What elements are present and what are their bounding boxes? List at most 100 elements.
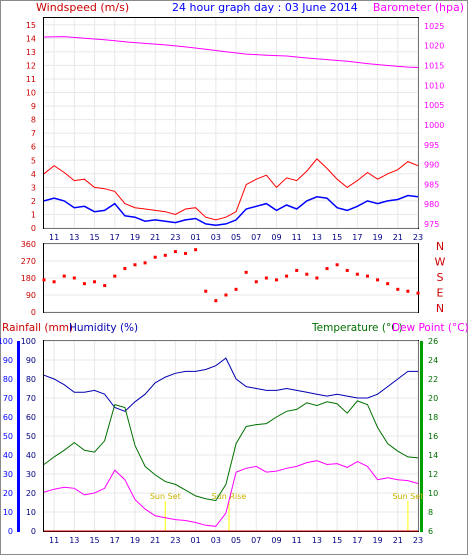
direction-point (345, 268, 349, 272)
direction-point (113, 274, 117, 278)
rainfall-axis-label: Rainfall (mm) (2, 322, 73, 334)
barometer-tick: 1020 (424, 42, 444, 51)
direction-tick: 0 (31, 308, 36, 317)
direction-point (153, 255, 157, 259)
rainfall-tick-labels: 0 10 20 30 40 50 60 70 80 90 100 (0, 337, 13, 536)
wind-x-tick: 17 (110, 233, 120, 242)
direction-point (133, 263, 137, 267)
wind-panel-grid (44, 18, 419, 229)
humidity-tick: 30 (26, 470, 36, 479)
direction-tick: 90 (26, 291, 36, 300)
temperature-tick: 18 (428, 413, 438, 422)
temperature-line (43, 400, 419, 502)
windspeed-tick: 8 (31, 116, 36, 125)
direction-tick: 270 (21, 257, 36, 266)
barometer-tick: 1010 (424, 81, 444, 90)
temperature-x-tick: 13 (312, 536, 322, 545)
barometer-tick-labels: 975 980 985 990 995 1000 1005 1010 1015 1020 1025 (424, 22, 444, 229)
rainfall-tick: 50 (3, 432, 13, 441)
barometer-tick: 980 (424, 200, 439, 209)
wind-x-tick: 01 (191, 233, 201, 242)
wind-x-tick: 13 (312, 233, 322, 242)
sun-event-label: Sun Set (392, 492, 423, 501)
direction-tick: 180 (21, 274, 36, 283)
dew-point-line (43, 460, 419, 527)
humidity-tick: 70 (26, 394, 36, 403)
windspeed-tick: 14 (26, 34, 36, 43)
windspeed-axis-label: Windspeed (m/s) (36, 1, 129, 14)
direction-point (406, 289, 410, 293)
temperature-x-tick: 17 (352, 536, 362, 545)
direction-point (285, 274, 289, 278)
windspeed-tick: 7 (31, 129, 36, 138)
compass-letter: S (437, 271, 444, 284)
temperature-x-tick-labels: 11 13 15 17 19 21 23 01 03 05 07 09 11 13 15 17 19 21 23 (49, 536, 423, 545)
wind-x-tick: 09 (271, 233, 281, 242)
rainfall-tick: 10 (3, 508, 13, 517)
direction-point (72, 276, 76, 280)
temperature-x-tick: 19 (130, 536, 140, 545)
humidity-axis-label: Humidity (%) (69, 322, 138, 334)
temperature-x-tick: 21 (393, 536, 403, 545)
temperature-tick: 24 (428, 356, 438, 365)
direction-point (123, 267, 127, 271)
rainfall-tick: 30 (3, 470, 13, 479)
direction-point (254, 280, 258, 284)
barometer-tick: 1000 (424, 121, 444, 130)
humidity-tick-labels: 0 10 20 30 40 50 60 70 80 90 100 (21, 337, 36, 536)
humidity-tick: 20 (26, 489, 36, 498)
temperature-tick: 14 (428, 451, 438, 460)
humidity-tick: 10 (26, 508, 36, 517)
windspeed-tick: 1 (31, 210, 36, 219)
rainfall-tick: 40 (3, 451, 13, 460)
wind-x-tick: 15 (332, 233, 342, 242)
temperature-x-tick: 09 (271, 536, 281, 545)
compass-letter: W (435, 256, 446, 269)
windspeed-tick: 12 (26, 61, 36, 70)
rainfall-tick: 90 (3, 356, 13, 365)
direction-point (224, 293, 228, 297)
windspeed-tick: 2 (31, 197, 36, 206)
wind-x-tick: 23 (413, 233, 423, 242)
direction-point (355, 272, 359, 276)
graph-title: 24 hour graph day : 03 June 2014 (172, 1, 358, 14)
direction-points (42, 248, 420, 303)
wind-x-tick: 21 (393, 233, 403, 242)
sun-events: Sun Set Sun Rise Sun Set (150, 492, 423, 531)
rainfall-tick: 60 (3, 413, 13, 422)
temperature-x-tick: 01 (191, 536, 201, 545)
wind-x-tick: 15 (89, 233, 99, 242)
direction-point (194, 248, 198, 252)
humidity-tick: 100 (21, 337, 36, 346)
temperature-panel-grid (44, 340, 419, 532)
direction-point (244, 270, 248, 274)
direction-point (365, 274, 369, 278)
windspeed-line (43, 194, 419, 227)
temperature-x-tick: 15 (89, 536, 99, 545)
temperature-tick: 12 (428, 470, 438, 479)
barometer-tick: 1025 (424, 22, 444, 31)
temperature-axis-label: Temperature (°C) (311, 322, 403, 334)
temperature-x-tick: 17 (110, 536, 120, 545)
temperature-x-tick: 03 (211, 536, 221, 545)
barometer-tick: 995 (424, 141, 439, 150)
direction-point (42, 278, 46, 282)
humidity-line (43, 357, 418, 412)
barometer-tick: 990 (424, 161, 439, 170)
wind-x-tick: 17 (352, 233, 362, 242)
barometer-line (43, 36, 419, 68)
wind-x-tick: 11 (292, 233, 302, 242)
temperature-tick: 26 (428, 337, 438, 346)
windspeed-tick: 11 (26, 75, 36, 84)
barometer-tick: 975 (424, 220, 439, 229)
temperature-x-tick: 19 (372, 536, 382, 545)
direction-tick: 360 (21, 240, 36, 249)
windspeed-tick: 15 (26, 21, 36, 30)
wind-x-tick: 19 (130, 233, 140, 242)
temperature-x-tick: 21 (150, 536, 160, 545)
direction-point (52, 280, 56, 284)
humidity-tick: 90 (26, 356, 36, 365)
temperature-x-tick: 13 (69, 536, 79, 545)
humidity-tick: 80 (26, 375, 36, 384)
